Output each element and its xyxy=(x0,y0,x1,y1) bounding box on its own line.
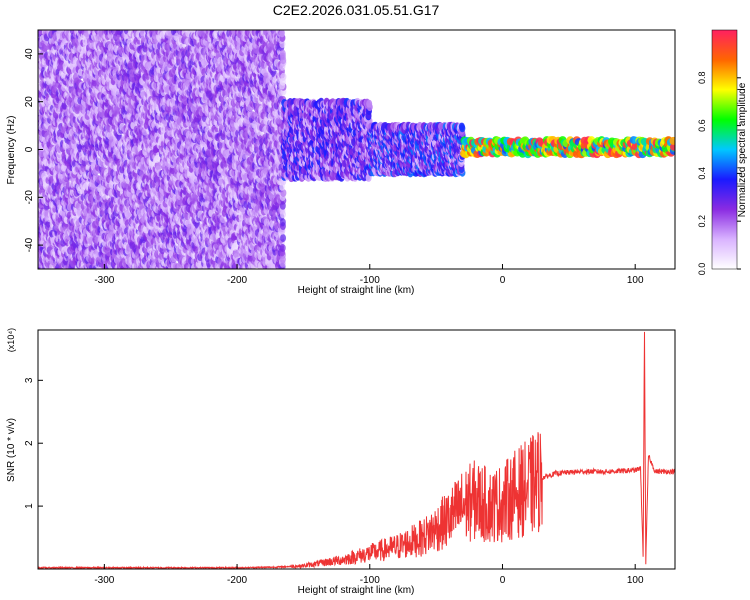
figure-title: C2E2.2026.031.05.51.G17 xyxy=(273,2,440,18)
heatmap-cells xyxy=(38,30,675,269)
